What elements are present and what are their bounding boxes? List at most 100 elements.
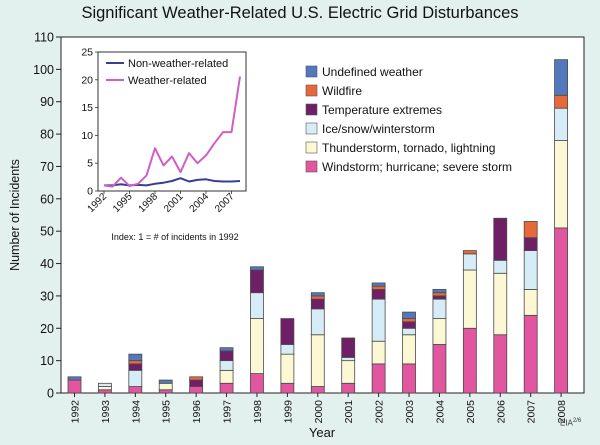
bar-segment (341, 337, 356, 358)
bar-segment (280, 382, 295, 394)
legend-swatch (305, 160, 318, 173)
y-axis-label: Number of Incidents (8, 159, 22, 271)
inset-note: Index: 1 = # of incidents in 1992 (111, 232, 238, 242)
legend-swatch (305, 141, 318, 154)
legend-swatch (305, 103, 318, 116)
bar-segment (189, 386, 204, 394)
legend-label: Thunderstorm, tornado, lightning (322, 141, 495, 155)
bar-segment (402, 334, 416, 365)
bar-segment (310, 386, 325, 394)
x-tick-label: 1996 (191, 400, 203, 424)
bar-segment (310, 298, 325, 310)
bar-segment (250, 266, 264, 271)
bar-segment (250, 318, 264, 374)
bar-segment (158, 379, 173, 384)
bar-segment (189, 376, 204, 381)
inset-series-line (103, 76, 241, 188)
bar-segment (250, 373, 264, 394)
bar-segment (371, 363, 386, 394)
bar-segment (462, 327, 477, 394)
bar-segment (67, 379, 82, 394)
bar-segment (128, 386, 143, 394)
bar-segment (219, 360, 234, 371)
bar-segment (523, 314, 538, 394)
bar-segment (219, 347, 234, 352)
bar-segment (219, 350, 234, 362)
bar-segment (371, 298, 386, 342)
y-tick-label: 110 (34, 31, 54, 45)
x-tick-label: 1999 (282, 400, 294, 424)
bar-segment (128, 363, 143, 371)
bar-segment (523, 221, 538, 239)
bar-segment (341, 356, 356, 362)
x-tick-label: 2004 (434, 400, 446, 424)
legend-label: Ice/snow/winterstorm (322, 122, 435, 136)
legend-swatch (305, 122, 318, 135)
x-tick-label: 2005 (465, 400, 477, 424)
source-label: EIA2/6 (560, 418, 581, 428)
bar-segment (371, 289, 386, 300)
y-tick-label: 70 (40, 160, 54, 174)
y-tick-label: 0 (47, 387, 54, 401)
bar-segment (310, 295, 325, 300)
bar-segment (432, 292, 447, 297)
y-tick-label: 30 (40, 289, 54, 303)
bar-segment (402, 363, 416, 394)
legend-label: Undefined weather (322, 65, 423, 79)
bar-segment (280, 318, 295, 345)
x-axis: 1992 1993 1994 1995 1996 1997 1998 1999 2000 2001… (70, 393, 568, 424)
bar-segment (462, 253, 477, 271)
bar-segment (128, 360, 143, 365)
inset-y-tick-label: 20 (81, 74, 93, 86)
bar-segment (432, 295, 447, 300)
bar-segment (310, 308, 325, 336)
x-tick-label: 2003 (404, 400, 416, 424)
inset-y-tick-label: 0 (87, 186, 93, 198)
bar-segment (462, 269, 477, 329)
bar-segment (371, 340, 386, 365)
x-tick-label: 1995 (161, 400, 173, 424)
y-tick-label: 20 (40, 322, 54, 336)
bar-segment (493, 334, 508, 394)
x-tick-label: 2008 (556, 400, 568, 424)
bar-segment (219, 369, 234, 384)
y-tick-label: 90 (40, 95, 54, 109)
y-tick-label: 100 (33, 63, 54, 77)
y-tick-label: 10 (40, 354, 54, 368)
bar-segment (371, 282, 386, 287)
bar-segment (158, 382, 173, 391)
bar-segment (402, 311, 416, 319)
x-tick-label: 2001 (343, 400, 355, 424)
bar-segment (250, 292, 264, 319)
x-tick-label: 2000 (313, 400, 325, 424)
inset-legend-label: Non-weather-related (128, 58, 228, 70)
inset-y-tick-label: 25 (81, 47, 93, 59)
bar-segment (371, 285, 386, 290)
x-tick-label: 1992 (70, 400, 82, 424)
bar-segment (493, 217, 508, 261)
inset-series-line (104, 177, 241, 187)
x-tick-label: 1998 (252, 400, 264, 424)
bar-segment (554, 59, 568, 96)
bar-segment (280, 353, 295, 384)
y-tick-label: 60 (40, 192, 54, 206)
legend-label: Temperature extremes (322, 103, 442, 117)
bar-segment (402, 327, 416, 336)
inset-y-axis: 0 5 10 15 20 25 (81, 47, 98, 198)
bar-segment (493, 272, 508, 336)
x-tick-label: 1994 (130, 400, 142, 424)
y-axis: 0 10 20 30 40 50 60 70 80 90 100 110 (33, 31, 61, 401)
x-axis-label: Year (309, 425, 336, 440)
bar-segment (310, 292, 325, 297)
bar-segment (128, 369, 143, 387)
bar-segment (554, 227, 568, 394)
bar-segment (402, 321, 416, 329)
bar-segment (128, 353, 143, 362)
bar-segment (432, 298, 447, 319)
bar-segment (341, 382, 356, 394)
bar-segment (98, 386, 112, 391)
bar-segment (523, 250, 538, 290)
legend-swatch (305, 65, 318, 78)
x-tick-label: 2007 (526, 400, 538, 424)
y-tick-label: 80 (40, 128, 54, 142)
